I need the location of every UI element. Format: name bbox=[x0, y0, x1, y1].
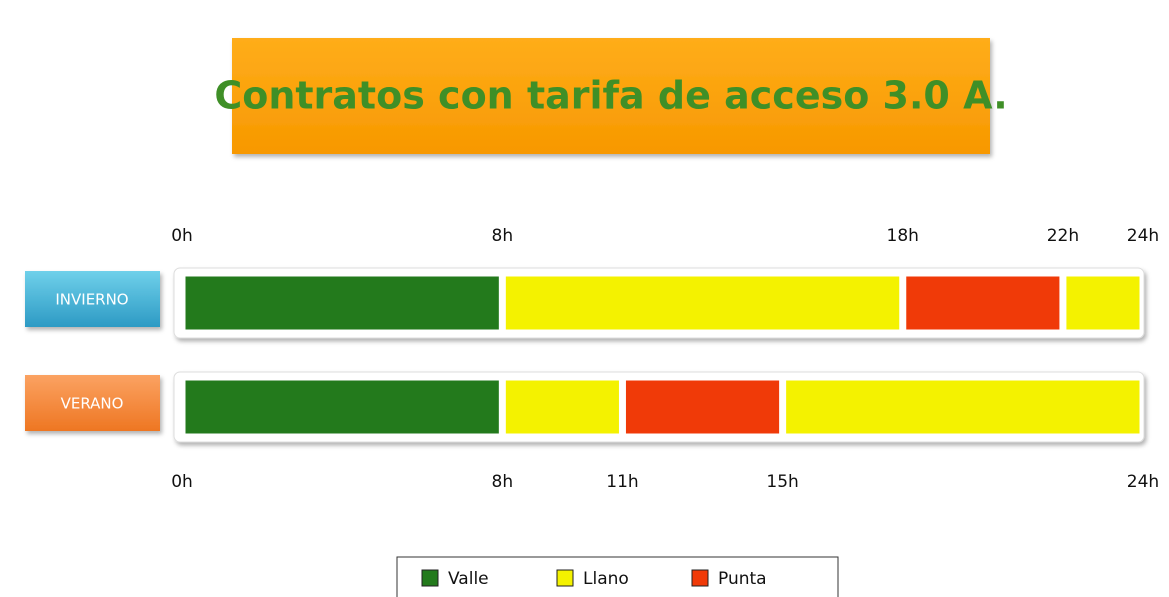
tick-label: 22h bbox=[1047, 226, 1079, 246]
row-label-box bbox=[25, 375, 160, 431]
row-label: INVIERNO bbox=[55, 291, 128, 309]
title: Contratos con tarifa de acceso 3.0 A. bbox=[214, 74, 1007, 118]
legend-swatch bbox=[691, 569, 709, 587]
legend-label: Punta bbox=[718, 569, 767, 589]
tick-label: 15h bbox=[766, 472, 798, 492]
tick-label: 11h bbox=[606, 472, 638, 492]
segment bbox=[504, 379, 620, 435]
segment bbox=[624, 379, 781, 435]
row-label: VERANO bbox=[61, 395, 124, 413]
tick-label: 18h bbox=[887, 226, 919, 246]
tick-label: 24h bbox=[1127, 226, 1159, 246]
segment bbox=[905, 275, 1061, 331]
legend-box bbox=[396, 556, 839, 597]
segment bbox=[184, 379, 500, 435]
tick-label: 8h bbox=[492, 472, 514, 492]
legend-swatch bbox=[421, 569, 439, 587]
segment bbox=[785, 379, 1141, 435]
legend-label: Valle bbox=[448, 569, 489, 589]
tick-label: 8h bbox=[492, 226, 514, 246]
tick-label: 24h bbox=[1127, 472, 1159, 492]
legend-label: Llano bbox=[583, 569, 629, 589]
segment bbox=[1065, 275, 1141, 331]
tick-label: 0h bbox=[171, 472, 193, 492]
segment bbox=[184, 275, 500, 331]
row-label-box bbox=[25, 271, 160, 327]
segment bbox=[504, 275, 901, 331]
tick-label: 0h bbox=[171, 226, 193, 246]
title-box bbox=[232, 38, 990, 154]
legend-swatch bbox=[556, 569, 574, 587]
